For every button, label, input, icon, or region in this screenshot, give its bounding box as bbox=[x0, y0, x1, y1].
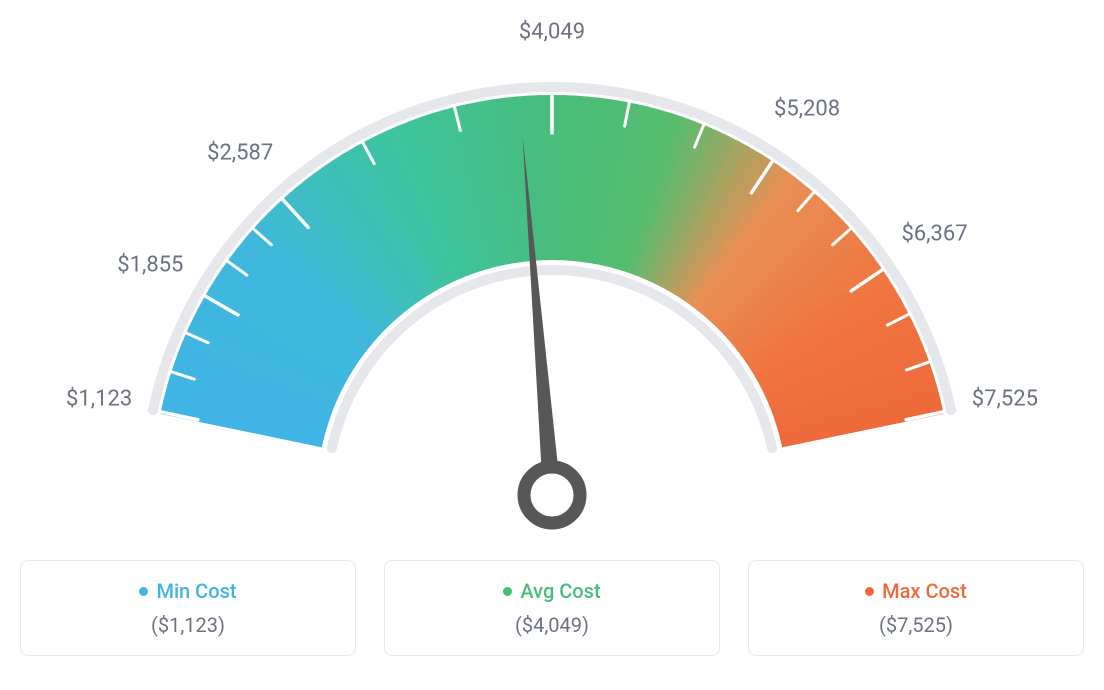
gauge-chart: $1,123 $1,855 $2,587 $4,049 $5,208 $6,367 $7,5… bbox=[20, 20, 1084, 550]
legend-title-min: Min Cost bbox=[139, 579, 236, 603]
gauge-container: $1,123 $1,855 $2,587 $4,049 $5,208 $6,367 $7,5… bbox=[20, 20, 1084, 656]
gauge-tick-label: $7,525 bbox=[972, 386, 1038, 411]
legend-value-min: ($1,123) bbox=[21, 613, 355, 637]
legend-title-avg: Avg Cost bbox=[503, 579, 600, 603]
legend-title-text: Min Cost bbox=[156, 579, 236, 603]
legend-title-max: Max Cost bbox=[865, 579, 967, 603]
legend-dot-max bbox=[865, 587, 874, 596]
gauge-tick-label: $2,587 bbox=[207, 140, 273, 165]
gauge-tick-label: $5,208 bbox=[774, 96, 840, 121]
gauge-tick-label: $1,855 bbox=[117, 252, 183, 277]
legend-title-text: Max Cost bbox=[882, 579, 967, 603]
legend-value-max: ($7,525) bbox=[749, 613, 1083, 637]
legend-card-avg: Avg Cost ($4,049) bbox=[384, 560, 720, 656]
legend-title-text: Avg Cost bbox=[520, 579, 600, 603]
gauge-tick-label: $6,367 bbox=[901, 222, 967, 247]
legend-row: Min Cost ($1,123) Avg Cost ($4,049) Max Cost… bbox=[20, 560, 1084, 656]
gauge-tick-label: $4,049 bbox=[519, 20, 585, 45]
gauge-tick-label: $1,123 bbox=[66, 386, 132, 411]
legend-dot-min bbox=[139, 587, 148, 596]
legend-card-min: Min Cost ($1,123) bbox=[20, 560, 356, 656]
gauge-svg bbox=[20, 20, 1084, 550]
legend-value-avg: ($4,049) bbox=[385, 613, 719, 637]
legend-dot-avg bbox=[503, 587, 512, 596]
legend-card-max: Max Cost ($7,525) bbox=[748, 560, 1084, 656]
